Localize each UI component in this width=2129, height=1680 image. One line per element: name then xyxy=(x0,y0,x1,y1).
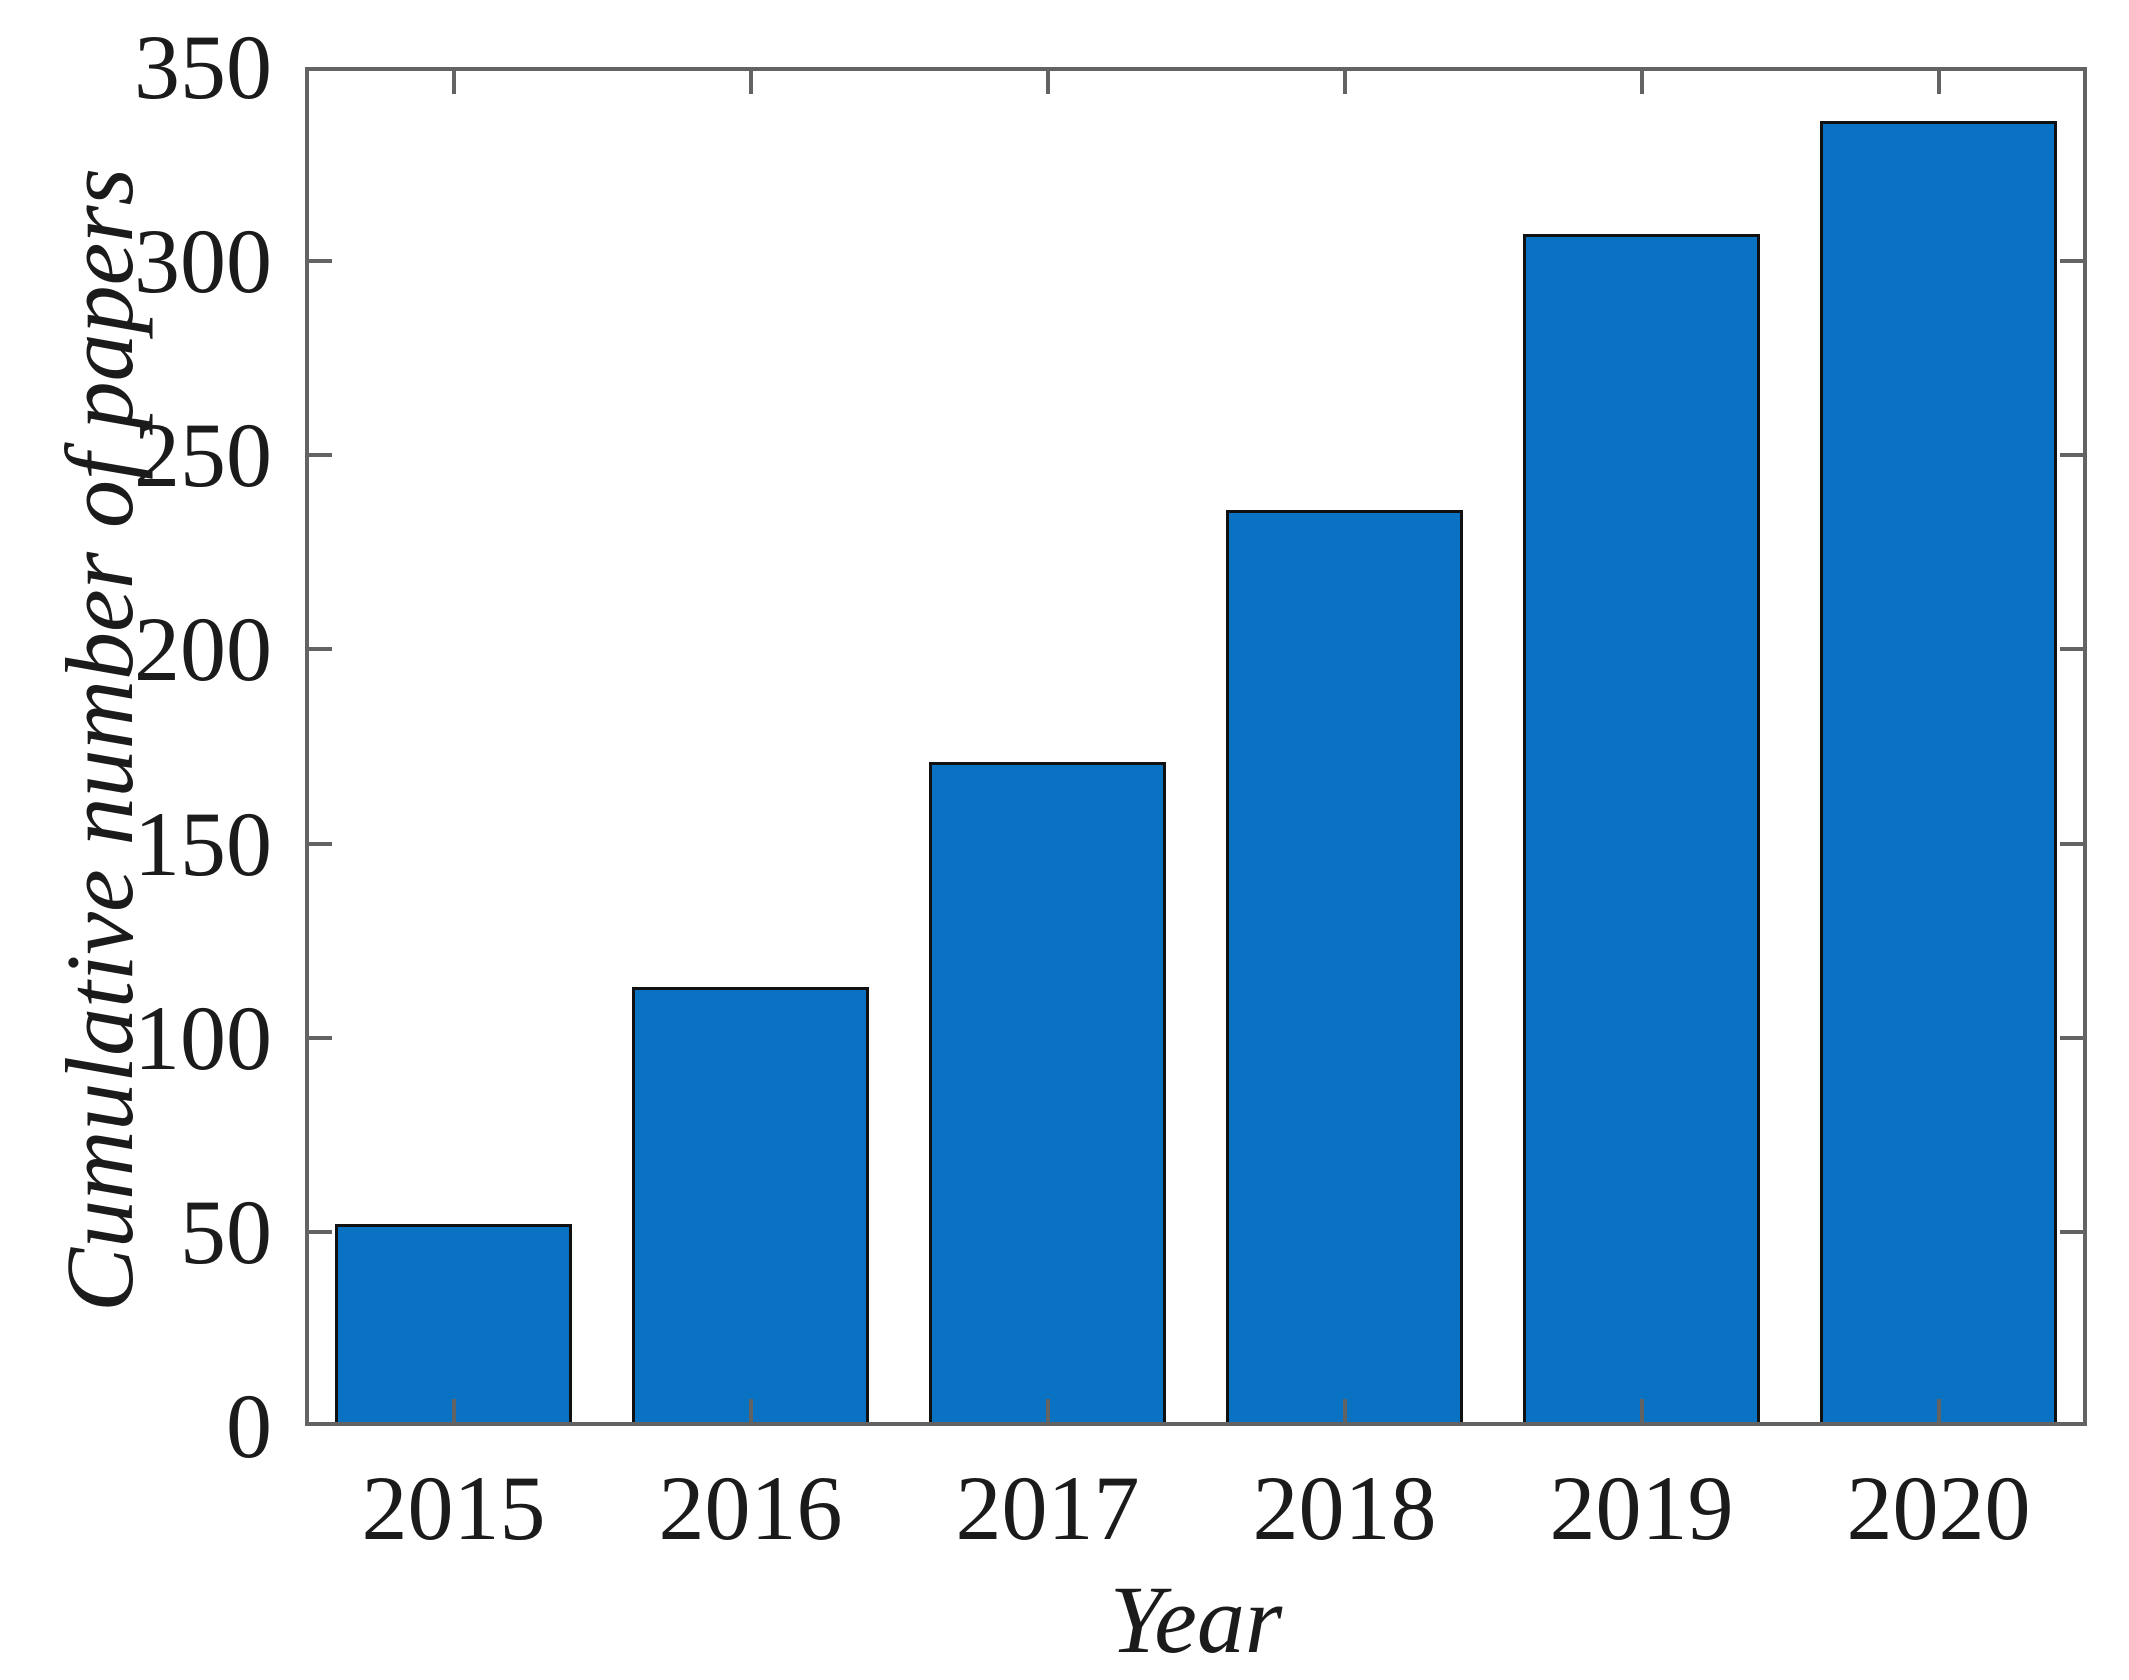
bar-2020 xyxy=(1819,121,2058,1426)
y-tick-label-250: 250 xyxy=(134,404,272,507)
x-tick-label-2017: 2017 xyxy=(955,1457,1140,1559)
y-tick-label-0: 0 xyxy=(226,1375,272,1477)
y-tick-label-350: 350 xyxy=(134,16,272,118)
y-tick-label-150: 150 xyxy=(134,792,272,895)
bars-layer xyxy=(305,67,2087,1426)
y-tick-label-200: 200 xyxy=(134,598,272,701)
y-tick-label-300: 300 xyxy=(134,210,272,313)
x-tick-label-2016: 2016 xyxy=(658,1457,843,1559)
y-tick-label-50: 50 xyxy=(180,1180,272,1283)
bar-2018 xyxy=(1225,509,1464,1426)
x-tick-label-2020: 2020 xyxy=(1846,1457,2031,1559)
bar-2016 xyxy=(631,987,870,1426)
bar-2017 xyxy=(928,762,1167,1426)
x-tick-label-2019: 2019 xyxy=(1549,1457,1734,1559)
bar-2015 xyxy=(334,1224,573,1426)
x-tick-label-2015: 2015 xyxy=(361,1457,546,1559)
y-axis-label: Cumulative number of papers xyxy=(46,168,153,1312)
plot-area xyxy=(305,67,2087,1426)
x-tick-label-2018: 2018 xyxy=(1252,1457,1437,1559)
x-axis-label: Year xyxy=(1109,1566,1283,1673)
bar-2019 xyxy=(1522,233,1761,1426)
y-tick-label-100: 100 xyxy=(134,986,272,1089)
